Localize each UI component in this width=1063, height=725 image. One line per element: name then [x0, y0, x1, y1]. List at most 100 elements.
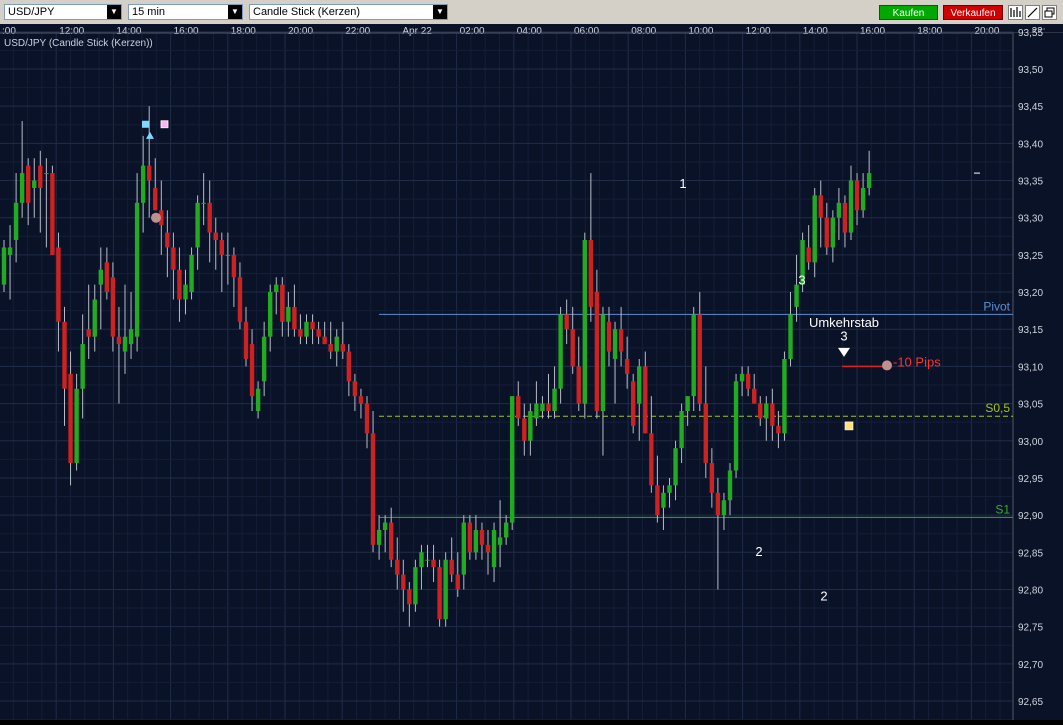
- price-tick-label: 93,30: [1018, 214, 1043, 225]
- sell-button[interactable]: Verkaufen: [943, 5, 1003, 20]
- chevron-down-icon[interactable]: ▼: [433, 5, 447, 19]
- wave-number-label: 2: [820, 589, 827, 604]
- reversal-arrow-icon: [838, 347, 850, 357]
- time-axis: :00 12:00 14:00 16:00 18:00 20:00 22:00 Apr 22 0…: [0, 26, 1063, 37]
- chart-type-value: Candle Stick (Kerzen): [253, 6, 360, 18]
- bearish-candle: [26, 165, 31, 203]
- entry-marker: [151, 212, 161, 223]
- bearish-candle: [340, 344, 345, 352]
- bearish-candle: [752, 388, 757, 404]
- bullish-candle: [443, 559, 448, 620]
- bearish-candle: [219, 240, 224, 255]
- bearish-candle: [770, 403, 775, 426]
- bullish-candle: [503, 522, 509, 538]
- order-marker-icon: [844, 421, 854, 431]
- bullish-candle: [637, 366, 642, 404]
- triangle-marker-icon: [146, 131, 154, 139]
- time-tick-label: 16:00: [860, 26, 885, 37]
- bearish-candle: [570, 329, 575, 367]
- bullish-candle: [582, 240, 587, 404]
- bullish-candle: [836, 202, 842, 218]
- bullish-candle: [1, 247, 7, 285]
- bearish-candle: [401, 574, 406, 590]
- bullish-candle: [255, 388, 261, 412]
- chevron-down-icon[interactable]: ▼: [107, 5, 121, 19]
- draw-line-icon[interactable]: [1025, 5, 1040, 20]
- level-label: S1: [995, 502, 1010, 516]
- bearish-candle: [104, 262, 110, 293]
- time-tick-label: 14:00: [803, 26, 828, 37]
- time-tick-label: 16:00: [174, 26, 199, 37]
- price-tick-label: 92,85: [1018, 548, 1043, 559]
- chevron-down-icon[interactable]: ▼: [228, 5, 242, 19]
- bearish-candle: [310, 321, 315, 330]
- bearish-candle: [594, 292, 600, 412]
- chart-grid: [0, 31, 1058, 721]
- candlestick-chart-panel[interactable]: :00 12:00 14:00 16:00 18:00 20:00 22:00 Apr 22 0…: [0, 24, 1063, 721]
- bearish-candle: [159, 210, 164, 226]
- wave-number-label: 3: [798, 273, 805, 288]
- umkehrstab-label: Umkehrstab: [809, 315, 879, 330]
- bullish-candle: [225, 254, 231, 256]
- bearish-candle: [818, 195, 823, 218]
- bullish-candle: [764, 403, 769, 419]
- chart-type-select[interactable]: Candle Stick (Kerzen) ▼: [249, 4, 448, 20]
- chart-toolbar: USD/JPY ▼ 15 min ▼ Candle Stick (Kerzen)…: [0, 0, 1063, 25]
- bearish-candle: [231, 254, 237, 278]
- bearish-candle: [116, 336, 122, 345]
- buy-button[interactable]: Kaufen: [879, 5, 938, 20]
- bullish-candle: [534, 403, 539, 419]
- bearish-candle: [806, 247, 811, 263]
- price-tick-label: 92,90: [1018, 511, 1043, 522]
- time-tick-label: 14:00: [116, 26, 141, 37]
- price-tick-label: 92,65: [1018, 697, 1043, 708]
- bearish-candle: [86, 329, 91, 337]
- bullish-candle: [128, 329, 134, 345]
- bullish-candle: [382, 522, 388, 530]
- bearish-candle: [655, 485, 660, 516]
- bullish-candle: [679, 411, 684, 449]
- bullish-candle: [268, 292, 273, 337]
- bullish-candle: [74, 388, 79, 464]
- time-tick-label: Apr 22: [402, 26, 432, 37]
- bullish-candle: [661, 492, 666, 508]
- time-tick-label: 12:00: [746, 26, 771, 37]
- bearish-candle: [449, 559, 454, 575]
- bullish-candle: [860, 187, 866, 211]
- timeframe-select[interactable]: 15 min ▼: [128, 4, 243, 20]
- bullish-candle: [667, 485, 672, 493]
- bearish-candle: [147, 165, 152, 181]
- bullish-candle: [98, 269, 103, 285]
- bearish-candle: [715, 492, 721, 516]
- bullish-candle: [528, 411, 533, 441]
- bullish-candle: [189, 254, 194, 293]
- bearish-candle: [292, 306, 297, 330]
- bearish-candle: [703, 403, 708, 464]
- bearish-candle: [328, 344, 333, 352]
- bearish-candle: [431, 559, 436, 568]
- time-tick-label: 02:00: [460, 26, 485, 37]
- bullish-candle: [376, 529, 382, 545]
- bearish-candle: [62, 321, 67, 389]
- bullish-candle: [558, 314, 563, 389]
- wave-number-label: 1: [679, 176, 686, 191]
- bullish-candle: [140, 165, 146, 203]
- detach-window-icon[interactable]: [1042, 5, 1057, 20]
- wave-number-label: 3: [840, 328, 847, 343]
- bearish-candle: [546, 403, 551, 412]
- bearish-candle: [237, 277, 243, 322]
- bullish-candle: [304, 321, 309, 337]
- symbol-select[interactable]: USD/JPY ▼: [4, 4, 122, 20]
- bullish-candle: [80, 344, 85, 389]
- wave-number-label: 2: [755, 544, 762, 559]
- bullish-candle: [473, 529, 479, 553]
- bearish-candle: [745, 373, 751, 389]
- bearish-candle: [407, 589, 412, 605]
- price-chart[interactable]: :00 12:00 14:00 16:00 18:00 20:00 22:00 Apr 22 0…: [0, 24, 1063, 721]
- time-tick-label: 04:00: [517, 26, 542, 37]
- bar-chart-icon[interactable]: [1008, 5, 1023, 20]
- level-label: S0,5: [985, 401, 1010, 415]
- bullish-candle: [44, 173, 49, 175]
- bullish-candle: [19, 173, 25, 203]
- price-tick-label: 93,00: [1018, 437, 1043, 448]
